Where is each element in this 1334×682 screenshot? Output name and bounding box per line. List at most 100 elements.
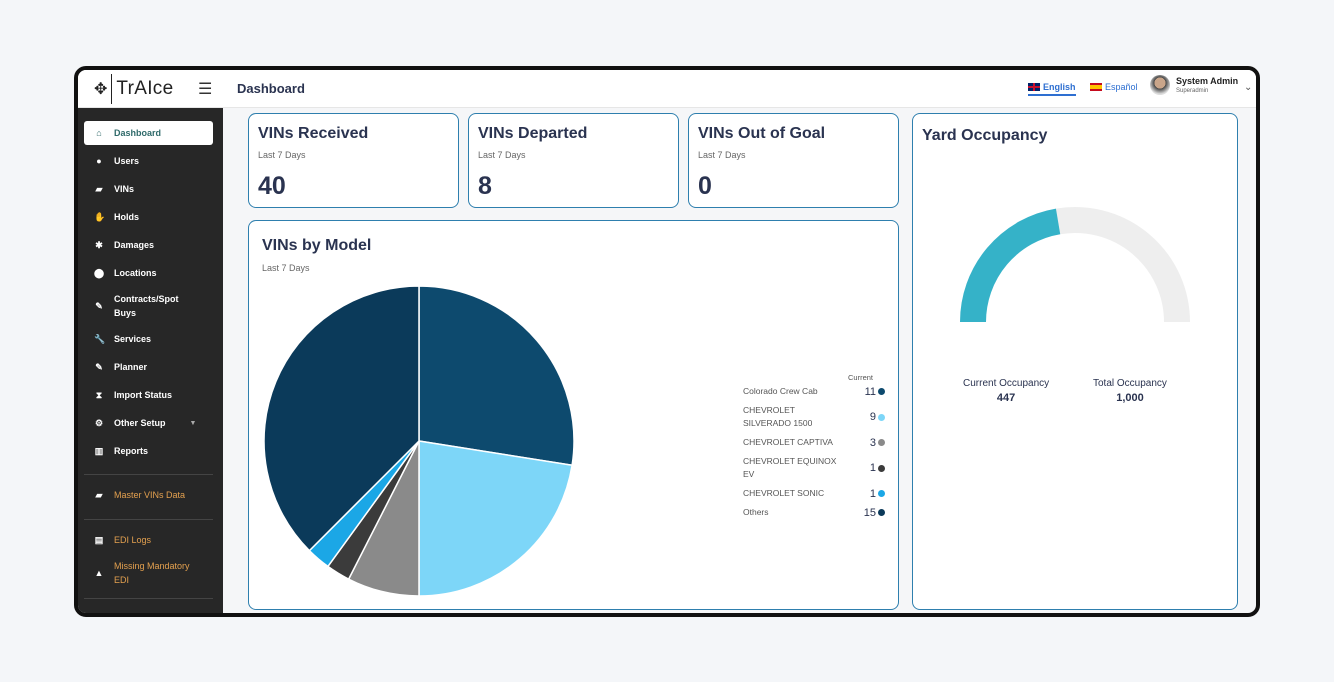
sidebar-item-label: Dashboard [114,128,162,138]
legend-dot [878,388,885,395]
sidebar-divider [84,519,213,520]
card-value: 8 [478,172,492,200]
sidebar-item-locations[interactable]: ⬤ Locations [84,261,213,285]
user-role: Superadmin [1176,88,1209,94]
menu-toggle-icon[interactable]: ☰ [198,81,213,98]
legend-item[interactable]: CHEVROLET SONIC 1 [743,487,885,500]
logo[interactable]: ✥ TrAIce [78,70,223,108]
sidebar-item-label: Import Status [114,390,173,400]
legend-item[interactable]: Colorado Crew Cab 11 [743,385,885,398]
chart-title: Yard Occupancy [922,127,1048,144]
warning-icon: ▲ [94,568,104,578]
sidebar-item-planner[interactable]: ✎ Planner [84,355,213,379]
sidebar-item-damages[interactable]: ✱ Damages [84,233,213,257]
language-spanish[interactable]: Español [1090,82,1138,92]
sidebar-item-dashboard[interactable]: ⌂ Dashboard [84,121,213,145]
gears-icon: ⚙ [94,417,104,428]
legend-dot [878,413,885,421]
chart-subtitle: Last 7 Days [262,263,310,273]
sidebar-item-label: Missing Mandatory EDI [114,561,190,585]
chart-legend: Current Colorado Crew Cab 11 CHEVROLET SILV… [743,373,885,525]
map-pin-icon: ⬤ [94,267,105,278]
current-occupancy: Current Occupancy 447 [963,378,1049,404]
legend-value: 15 [863,506,876,519]
sidebar-item-missing-mandatory-edi[interactable]: ▲ Missing Mandatory EDI [84,556,213,590]
sidebar-item-label: EDI Logs [114,535,152,545]
sidebar-item-users[interactable]: ● Users [84,149,213,173]
legend-item[interactable]: Others 15 [743,506,885,519]
sidebar-item-label: Locations [114,268,157,278]
legend-item[interactable]: CHEVROLET SILVERADO 1500 9 [743,404,885,430]
gauge-fill [960,208,1061,323]
file-icon: ▤ [94,534,104,545]
user-icon: ● [96,156,102,166]
car-icon: ▰ [95,489,103,500]
hand-icon: ✋ [94,211,106,222]
pie-slice[interactable] [418,285,575,467]
sidebar-item-label: Other Setup [114,418,166,428]
sidebar-item-services[interactable]: 🔧 Services [84,327,213,351]
chevron-down-icon[interactable]: ⌄ [1244,82,1253,93]
occupancy-gauge [960,207,1190,323]
user-menu[interactable]: System Admin Superadmin [1150,75,1238,95]
caret-down-icon: ▼ [189,419,197,427]
sidebar-item-other-setup[interactable]: ⚙ Other Setup ▼ [84,411,213,435]
legend-value: 9 [869,411,876,423]
legend-label: Colorado Crew Cab [743,386,818,396]
card-subtitle: Last 7 Days [698,150,746,160]
card-subtitle: Last 7 Days [258,150,306,160]
sidebar-item-contracts-spot-buys[interactable]: ✎ Contracts/Spot Buys [84,289,213,323]
hourglass-icon: ⧗ [95,389,103,400]
english-label: English [1043,82,1076,92]
sidebar-item-edi-logs[interactable]: ▤ EDI Logs [84,528,213,552]
legend-item[interactable]: CHEVROLET EQUINOX EV 1 [743,455,885,481]
legend-item[interactable]: CHEVROLET CAPTIVA 3 [743,436,885,449]
document-edit-icon: ✎ [95,361,103,372]
card-title: VINs Out of Goal [698,125,826,142]
current-occupancy-value: 447 [996,392,1016,404]
sidebar-item-reports[interactable]: ▥ Reports [84,439,213,463]
legend-label: CHEVROLET CAPTIVA [743,437,833,447]
sidebar-item-label: Users [114,156,140,166]
sidebar-divider [84,474,213,475]
vins-by-model-card: VINs by Model Last 7 Days Current Colorad… [248,220,899,610]
car-crash-icon: ✱ [95,239,103,250]
legend-label: CHEVROLET SONIC [743,488,825,498]
pie-slice[interactable] [263,285,420,552]
card-subtitle: Last 7 Days [478,150,526,160]
card-title: VINs Received [258,125,369,142]
sidebar-item-holds[interactable]: ✋ Holds [84,205,213,229]
logo-text: TrAIce [116,78,174,99]
logo-icon: ✥ [94,81,108,98]
vins-received-card: VINs Received Last 7 Days 40 [248,113,459,208]
chart-title: VINs by Model [262,237,372,254]
sidebar-item-label: Master VINs Data [114,490,186,500]
legend-label: CHEVROLET SILVERADO 1500 [743,405,813,428]
avatar [1150,75,1170,95]
legend-dot [878,464,885,472]
legend-dot [878,439,885,446]
legend-dot [878,490,885,497]
legend-value: 1 [869,487,876,500]
home-icon: ⌂ [96,128,102,138]
sidebar-item-label: Contracts/Spot Buys [114,294,179,318]
sidebar-item-label: Reports [114,446,149,456]
legend-label: CHEVROLET EQUINOX EV [743,456,837,479]
sidebar-divider [84,598,213,599]
total-occupancy-value: 1,000 [1116,392,1144,404]
pie-slice[interactable] [418,440,573,597]
sidebar-item-label: Holds [114,212,140,222]
vins-out-of-goal-card: VINs Out of Goal Last 7 Days 0 [688,113,899,208]
uk-flag-icon [1028,83,1040,91]
sidebar: ⌂ Dashboard ● Users ▰ VINs ✋ Holds ✱ Damages ⬤ Loca… [78,108,223,613]
sidebar-item-vins[interactable]: ▰ VINs [84,177,213,201]
header: ✥ TrAIce ☰ Dashboard English Español Syst… [78,70,1256,108]
sidebar-item-import-status[interactable]: ⧗ Import Status [84,383,213,407]
current-occupancy-label: Current Occupancy [963,378,1050,389]
sidebar-item-label: Damages [114,240,155,250]
sidebar-item-label: Services [114,334,152,344]
vins-departed-card: VINs Departed Last 7 Days 8 [468,113,679,208]
sidebar-item-master-vins-data[interactable]: ▰ Master VINs Data [84,483,213,507]
chart-icon: ▥ [94,445,104,456]
language-english[interactable]: English [1028,82,1076,96]
